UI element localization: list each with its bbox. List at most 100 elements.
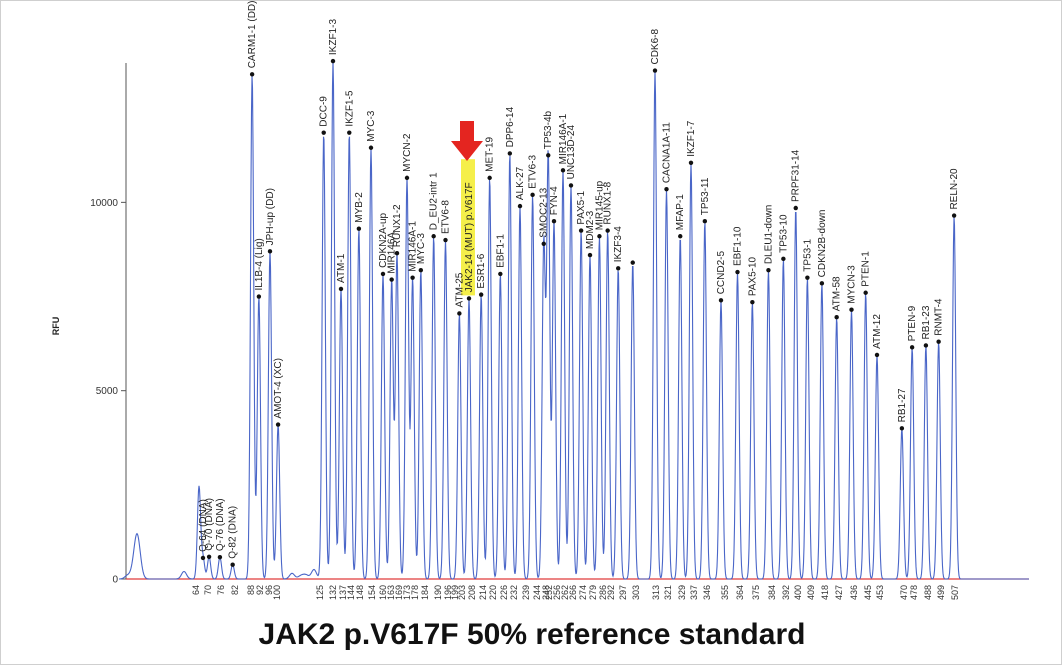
peak-marker xyxy=(431,234,436,239)
peak-marker xyxy=(578,228,584,233)
size-tick-label: 266 xyxy=(568,585,578,600)
peak-label: AMOT-4 (XC) xyxy=(273,358,284,419)
peak-label: ETV6-8 xyxy=(441,200,452,234)
peak-marker xyxy=(338,286,344,292)
peak-marker xyxy=(230,562,235,567)
size-tick-label: 337 xyxy=(689,585,699,600)
figure-caption: JAK2 p.V617F 50% reference standard xyxy=(258,618,806,651)
peak-marker xyxy=(443,237,448,243)
peak-label: ATM-12 xyxy=(872,314,883,349)
size-tick-label: 392 xyxy=(781,585,791,600)
peak-label: MYC-3 xyxy=(416,233,427,265)
peak-marker xyxy=(466,296,472,301)
peak-label: CACNA1A-11 xyxy=(662,122,673,183)
size-tick-label: 137 xyxy=(338,585,348,600)
peak-marker xyxy=(347,130,352,135)
peak-label: MYC-3 xyxy=(366,110,377,142)
size-tick-label: 262 xyxy=(560,585,570,600)
peak-marker xyxy=(568,183,574,188)
highlight-layer xyxy=(461,159,475,296)
size-tick-label: 199 xyxy=(450,585,460,600)
size-tick-label: 346 xyxy=(702,585,712,600)
peak-label: PAX5-1 xyxy=(576,190,587,224)
size-tick-label: 355 xyxy=(720,585,730,600)
peak-marker xyxy=(256,294,262,299)
size-tick-label: 232 xyxy=(509,585,519,600)
size-tick-label: 88 xyxy=(246,585,256,595)
peak-label: ETV6-3 xyxy=(528,154,539,188)
peak-marker xyxy=(766,267,771,273)
peak-label: CDKN2A-up xyxy=(378,212,389,267)
peak-label: RUNX1-8 xyxy=(603,181,614,224)
size-tick-label: 436 xyxy=(849,585,859,600)
peak-marker xyxy=(330,58,336,64)
peak-label: DCC-9 xyxy=(319,96,330,127)
label-layer: Q-64 (DNA)Q-70 (DNA) Q-76 (DNA) Q-82 (DNA)… xyxy=(198,1,960,559)
peak-marker xyxy=(418,267,424,273)
peak-label: IKZF1-7 xyxy=(686,120,697,157)
peak-label: DPP6-14 xyxy=(505,106,516,147)
peak-label: RUNX1-2 xyxy=(392,204,403,247)
y-tick-label: 0 xyxy=(112,575,118,586)
size-tick-label: 453 xyxy=(875,585,885,600)
peak-marker xyxy=(597,234,602,239)
peak-label: Q-70 (DNA) xyxy=(204,498,215,551)
peak-marker xyxy=(750,299,755,305)
peak-label: MYB-2 xyxy=(354,192,365,223)
size-tick-label: 418 xyxy=(820,585,830,600)
size-tick-label: 220 xyxy=(488,585,498,600)
size-tick-label: 329 xyxy=(677,585,687,600)
peak-label: ESR1-6 xyxy=(476,253,487,288)
size-tick-label: 478 xyxy=(909,585,919,600)
size-tick-label: 184 xyxy=(420,585,430,600)
peak-label: IKZF1-5 xyxy=(344,90,355,127)
peak-label: MET-19 xyxy=(485,136,496,171)
y-axis-label: RFU xyxy=(51,317,61,336)
electropherogram-chart: 0 5000 10000 RFU Q-64 (DNA)Q-70 (DNA) Q-76 (… xyxy=(51,1,1029,600)
peak-label: MIR146A xyxy=(387,232,398,274)
peak-label: RNMT-4 xyxy=(934,298,945,336)
peak-marker xyxy=(478,292,484,297)
peak-marker xyxy=(781,256,786,262)
size-tick-label: 286 xyxy=(598,585,608,600)
peak-marker xyxy=(560,168,566,173)
size-tick-label: 190 xyxy=(433,585,443,600)
size-tick-label: 274 xyxy=(578,585,588,600)
peak-label: SMOC2-13 xyxy=(539,187,550,237)
peak-label: EBF1-1 xyxy=(495,234,506,268)
peak-marker xyxy=(267,249,273,254)
peak-marker xyxy=(630,260,635,265)
peak-marker xyxy=(951,213,957,218)
peak-marker xyxy=(457,311,462,316)
peak-label: MYCN-3 xyxy=(847,265,858,304)
peak-label: PRPF31-14 xyxy=(791,149,802,202)
peak-label: JPH-up (DD) xyxy=(265,188,276,245)
size-tick-label: 70 xyxy=(203,585,213,595)
peak-label: RB1-27 xyxy=(897,388,908,422)
size-tick-label: 173 xyxy=(402,585,412,600)
size-tick-label: 470 xyxy=(899,585,909,600)
size-tick-label: 409 xyxy=(806,585,816,600)
jak2-label-highlight xyxy=(461,159,475,296)
size-tick-label: 244 xyxy=(532,585,542,600)
peak-label: UNC13D-24 xyxy=(566,125,577,180)
peak-label: Q-82 (DNA) xyxy=(228,506,239,559)
size-tick-label: 196 xyxy=(443,585,453,600)
size-tick-label: 313 xyxy=(651,585,661,600)
peak-label: PTEN-1 xyxy=(861,251,872,287)
peak-marker xyxy=(551,218,557,224)
size-tick-label: 297 xyxy=(618,585,628,600)
peak-label: TP53-11 xyxy=(700,177,711,215)
peak-label: MIR146A-1 xyxy=(408,221,419,272)
size-tick-label: 169 xyxy=(394,585,404,600)
peak-marker xyxy=(923,343,929,348)
peak-marker xyxy=(321,130,326,135)
peak-marker xyxy=(718,298,724,303)
size-tick-label: 303 xyxy=(631,585,641,600)
peak-marker xyxy=(834,315,839,320)
peak-label: PAX5-10 xyxy=(747,256,758,296)
peak-marker xyxy=(507,151,513,156)
size-tick-label: 384 xyxy=(767,585,777,600)
peak-label: FYN-4 xyxy=(549,186,560,215)
peak-marker xyxy=(410,275,415,280)
